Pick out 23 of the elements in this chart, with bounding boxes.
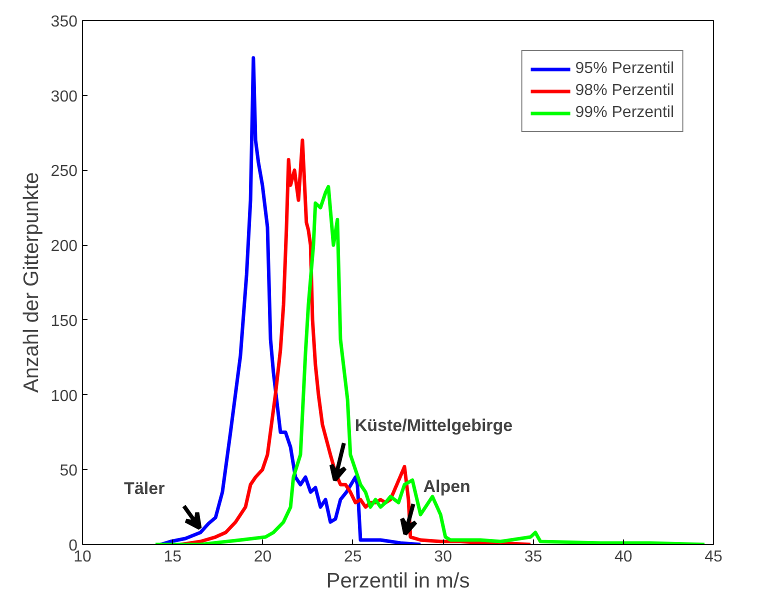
y-tick-label: 150 xyxy=(50,312,78,330)
x-tick-label: 40 xyxy=(614,548,632,566)
y-tick-label: 100 xyxy=(50,388,78,405)
legend-label: 99% Perzentil xyxy=(575,104,674,122)
x-tick-label: 15 xyxy=(164,548,182,566)
x-tick-label: 20 xyxy=(254,548,272,566)
x-axis-title: Perzentil in m/s xyxy=(326,570,470,592)
x-tick-label: 25 xyxy=(344,548,362,566)
line-series xyxy=(178,138,532,544)
y-tick-label: 250 xyxy=(50,163,78,180)
y-tick-label: 300 xyxy=(50,88,78,106)
y-tick-label: 350 xyxy=(50,14,78,30)
x-tick-label: 45 xyxy=(704,548,722,566)
y-tick-label: 50 xyxy=(60,462,78,480)
x-tick-label: 30 xyxy=(434,548,452,566)
annotation: Alpen xyxy=(423,477,470,496)
legend-label: 98% Perzentil xyxy=(575,82,674,100)
y-tick-label: 200 xyxy=(50,238,78,256)
annotation: Küste/Mittelgebirge xyxy=(354,416,513,436)
y-axis-title: Anzahl der Gitterpunkte xyxy=(20,172,43,393)
annotation: Täler xyxy=(124,479,166,498)
legend-label: 95% Perzentil xyxy=(575,60,674,78)
x-tick-label: 35 xyxy=(524,548,542,566)
